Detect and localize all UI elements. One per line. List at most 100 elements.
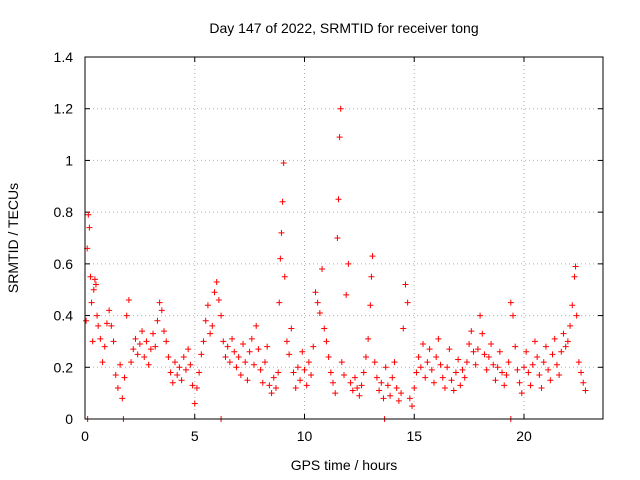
data-point — [103, 320, 110, 327]
data-point — [101, 343, 108, 350]
data-point — [255, 346, 262, 353]
data-point — [85, 211, 92, 218]
data-point — [299, 348, 306, 355]
y-tick-label: 1 — [65, 152, 73, 168]
data-point — [292, 384, 299, 391]
data-point — [514, 366, 521, 373]
data-point — [213, 278, 220, 285]
data-point — [411, 384, 418, 391]
data-point — [439, 374, 446, 381]
data-point — [441, 384, 448, 391]
data-point — [152, 343, 159, 350]
data-point — [257, 366, 264, 373]
y-tick-label: 1.2 — [54, 101, 74, 117]
data-point — [303, 382, 310, 389]
data-point — [196, 369, 203, 376]
data-point — [169, 379, 176, 386]
plot-frame — [84, 56, 604, 420]
data-point — [549, 351, 556, 358]
data-point — [163, 338, 170, 345]
data-point — [334, 235, 341, 241]
data-point — [191, 400, 198, 407]
data-point — [261, 359, 268, 366]
data-point — [277, 255, 284, 262]
data-point — [242, 359, 249, 366]
data-point — [97, 335, 104, 342]
data-point — [226, 359, 233, 366]
data-point — [551, 335, 558, 342]
data-point — [95, 322, 102, 329]
data-point — [92, 281, 99, 288]
data-point — [520, 364, 527, 371]
data-point — [174, 372, 181, 379]
data-point — [455, 356, 462, 363]
x-axis-label: GPS time / hours — [291, 457, 398, 473]
data-point — [297, 377, 304, 384]
data-point — [409, 403, 416, 410]
data-point — [121, 374, 128, 381]
data-point — [130, 346, 137, 353]
data-point — [424, 359, 431, 366]
data-point — [347, 379, 354, 386]
data-point — [283, 338, 290, 345]
data-point — [134, 351, 141, 358]
data-point — [237, 372, 244, 379]
data-point — [180, 353, 187, 360]
data-point — [112, 372, 119, 379]
data-point — [280, 160, 287, 167]
data-point — [316, 309, 323, 316]
data-point — [91, 276, 98, 283]
x-tick-labels: 0 5 10 15 20 — [81, 428, 532, 444]
data-point — [525, 369, 532, 376]
data-point — [338, 359, 345, 366]
data-point — [86, 224, 93, 231]
data-point — [276, 299, 283, 306]
data-point — [413, 369, 420, 376]
data-point — [523, 348, 530, 355]
data-point — [88, 299, 95, 306]
data-point — [165, 353, 172, 360]
data-point — [141, 353, 148, 360]
data-point — [368, 273, 375, 280]
data-point — [119, 395, 126, 402]
data-point — [531, 338, 538, 345]
data-point — [376, 387, 383, 394]
data-point — [395, 397, 402, 404]
data-point — [343, 291, 350, 298]
data-point — [94, 312, 101, 319]
y-tick-label: 1.4 — [54, 49, 74, 65]
data-point — [457, 382, 464, 389]
data-point — [351, 374, 358, 381]
data-point — [534, 353, 541, 360]
data-point — [362, 353, 369, 360]
data-point — [143, 338, 150, 345]
data-point — [123, 312, 130, 319]
data-point — [136, 341, 143, 348]
data-point — [345, 260, 352, 267]
data-point — [145, 361, 152, 368]
data-point — [580, 379, 587, 386]
data-point — [371, 359, 378, 366]
data-point — [503, 372, 510, 379]
data-point — [310, 343, 317, 350]
data-point — [308, 372, 315, 379]
chart-title: Day 147 of 2022, SRMTID for receiver ton… — [209, 20, 478, 36]
data-point — [472, 361, 479, 368]
data-point — [290, 369, 297, 376]
data-point — [560, 330, 567, 337]
data-point — [470, 348, 477, 355]
data-point — [161, 328, 168, 335]
data-point — [278, 229, 285, 236]
data-point — [512, 343, 519, 350]
data-point — [501, 382, 508, 389]
data-points — [83, 105, 589, 422]
data-point — [106, 307, 113, 314]
data-point — [492, 377, 499, 384]
data-point — [466, 341, 473, 348]
data-point — [474, 346, 481, 353]
data-point — [461, 374, 468, 381]
data-point — [536, 372, 543, 379]
y-axis-label: SRMTID / TECUs — [5, 183, 21, 293]
data-point — [288, 325, 295, 332]
data-point — [358, 382, 365, 389]
